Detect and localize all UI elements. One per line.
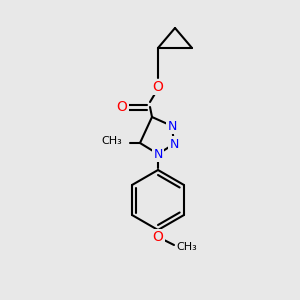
Text: O: O bbox=[117, 100, 128, 114]
Text: N: N bbox=[167, 119, 177, 133]
Text: CH₃: CH₃ bbox=[101, 136, 122, 146]
Text: O: O bbox=[153, 80, 164, 94]
Text: O: O bbox=[153, 230, 164, 244]
Text: N: N bbox=[153, 148, 163, 160]
Text: CH₃: CH₃ bbox=[176, 242, 197, 252]
Text: N: N bbox=[169, 137, 179, 151]
